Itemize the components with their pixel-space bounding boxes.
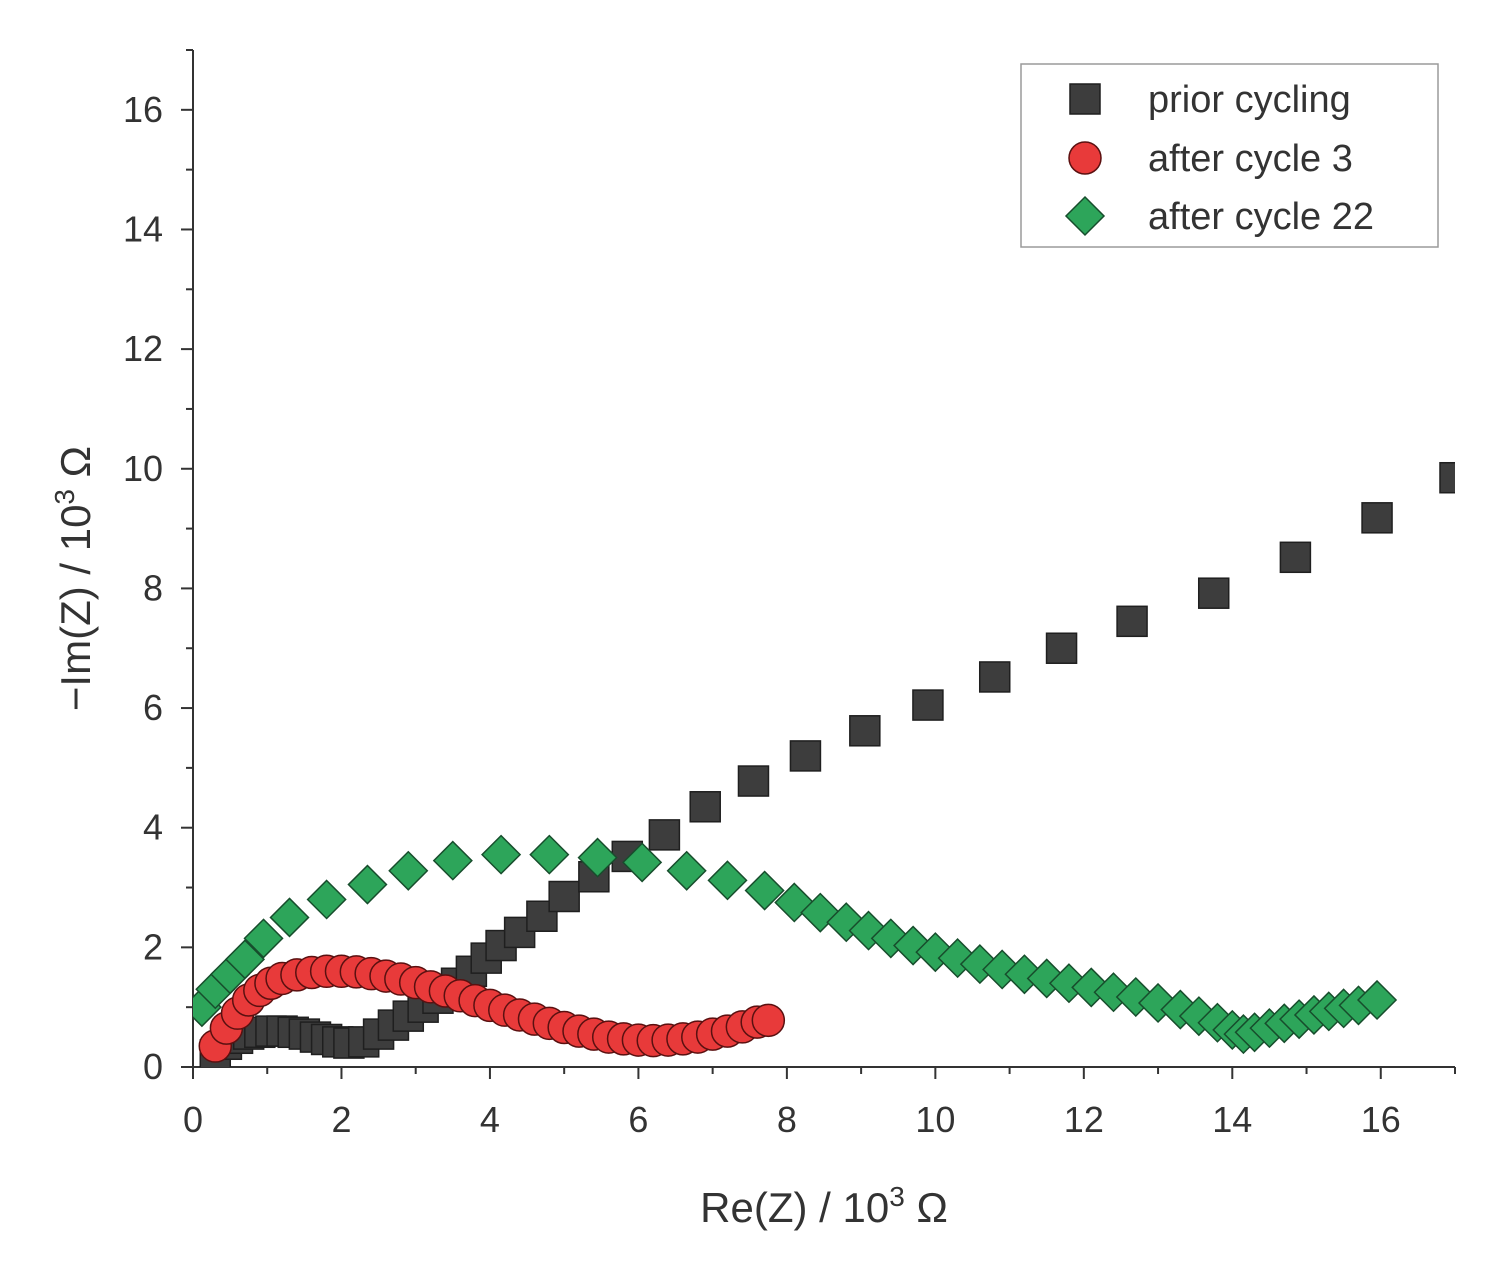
y-tick-label: 6 [143, 687, 163, 728]
axes-group: 0 2 4 6 8 10 12 14 16 0 2 4 6 8 10 12 14 16 [123, 49, 1456, 1140]
data-point-square [849, 715, 881, 747]
x-tick-label: 8 [777, 1099, 797, 1140]
data-point-diamond [622, 842, 663, 883]
data-point-diamond [347, 864, 388, 905]
data-point-square [1439, 461, 1455, 494]
data-point-square [1045, 632, 1078, 664]
data-point-diamond [306, 879, 347, 920]
legend-label: after cycle 3 [1148, 138, 1353, 180]
x-tick-label: 0 [183, 1099, 203, 1140]
data-point-diamond [666, 850, 707, 891]
data-point-circle [751, 1003, 786, 1038]
data-point-diamond [529, 834, 570, 875]
series-after-cycle-22 [193, 834, 1398, 1055]
data-point-square [1361, 502, 1393, 534]
legend-marker-circle [1068, 141, 1102, 175]
x-axis-title: Re(Z) / 103 Ω [700, 1181, 948, 1231]
y-ticks: 0 2 4 6 8 10 12 14 16 [123, 49, 193, 1087]
data-point-square [978, 661, 1011, 693]
data-point-diamond [481, 834, 522, 875]
x-ticks: 0 2 4 6 8 10 12 14 16 [183, 1067, 1456, 1140]
legend-marker-diamond [1064, 195, 1106, 237]
y-tick-label: 8 [143, 567, 163, 608]
data-point-square [648, 819, 681, 851]
plot-area [193, 461, 1455, 1067]
y-axis-title: −Im(Z) / 103 Ω [49, 446, 99, 711]
y-tick-label: 12 [123, 328, 163, 369]
x-tick-label: 12 [1064, 1099, 1104, 1140]
data-point-square [1279, 541, 1312, 574]
data-point-diamond [707, 860, 748, 901]
y-tick-label: 16 [123, 89, 163, 130]
y-tick-label: 0 [143, 1046, 163, 1087]
data-point-square [1116, 605, 1148, 638]
data-point-diamond [1356, 979, 1398, 1021]
y-tick-label: 4 [143, 807, 163, 848]
data-point-square [737, 765, 770, 797]
legend-label: after cycle 22 [1148, 196, 1374, 238]
y-tick-label: 14 [123, 208, 163, 249]
y-tick-label: 10 [123, 448, 163, 489]
data-point-square [689, 791, 721, 823]
data-point-square [1197, 577, 1230, 609]
data-point-diamond [432, 840, 473, 881]
data-point-diamond [269, 897, 310, 938]
data-point-square [548, 880, 580, 913]
series-prior-cycling [199, 461, 1455, 1067]
data-point-diamond [243, 918, 284, 959]
series-after-cycle-3 [198, 954, 786, 1063]
x-tick-label: 16 [1361, 1099, 1401, 1140]
x-tick-label: 4 [480, 1099, 500, 1140]
data-point-square [912, 689, 944, 721]
x-tick-label: 2 [331, 1099, 351, 1140]
y-tick-label: 2 [143, 926, 163, 967]
data-point-diamond [577, 837, 618, 878]
data-point-square [789, 740, 822, 772]
x-tick-label: 10 [915, 1099, 955, 1140]
legend: prior cycling after cycle 3 after cycle 22 [1020, 63, 1439, 248]
x-tick-label: 14 [1212, 1099, 1252, 1140]
data-point-diamond [224, 939, 266, 980]
legend-label: prior cycling [1148, 79, 1351, 121]
data-point-diamond [388, 850, 429, 891]
data-point-diamond [744, 870, 785, 911]
legend-marker-square [1069, 83, 1101, 115]
x-tick-label: 6 [628, 1099, 648, 1140]
